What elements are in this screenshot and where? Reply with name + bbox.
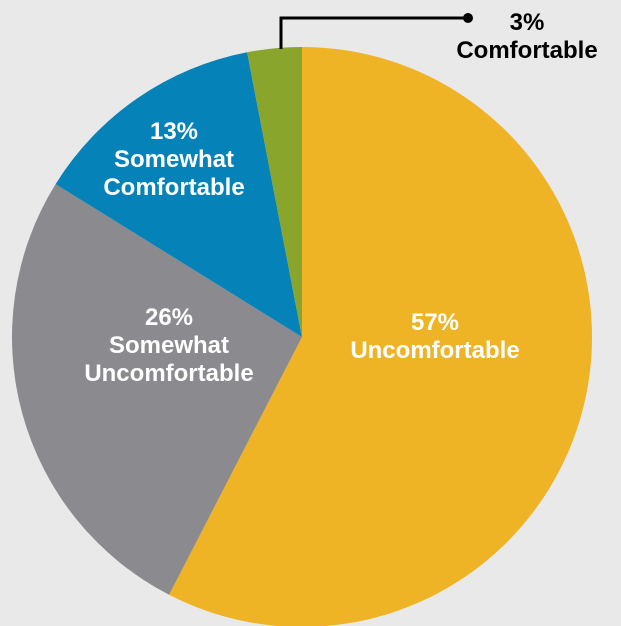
slice-percent-text: 57%	[411, 309, 459, 336]
leader-line-dot	[463, 13, 473, 23]
slice-percent-text: 26%	[145, 304, 193, 331]
slice-category-text: Somewhat	[109, 332, 229, 359]
slice-category-text: Comfortable	[456, 37, 597, 64]
slice-label-comfortable: 3% Comfortable	[456, 9, 597, 64]
slice-category-text: Uncomfortable	[84, 360, 253, 387]
pie-slice-uncomfortable	[169, 47, 592, 626]
slice-label-uncomfortable: 57% Uncomfortable	[350, 309, 519, 364]
slice-percent-text: 3%	[510, 9, 545, 36]
pie-slice-somewhat-uncomfortable	[11, 184, 302, 595]
slice-percent-text: 13%	[150, 118, 198, 145]
slice-category-text: Comfortable	[103, 174, 244, 201]
pie-slices	[11, 47, 592, 626]
leader-line	[279, 16, 468, 49]
pie-slice-comfortable	[247, 47, 302, 337]
slice-category-text: Uncomfortable	[350, 337, 519, 364]
slice-label-somewhat-uncomfortable: 26% Somewhat Uncomfortable	[84, 304, 253, 387]
slice-label-somewhat-comfortable: 13% Somewhat Comfortable	[103, 118, 244, 201]
pie-slice-somewhat-comfortable	[55, 52, 302, 338]
slice-category-text: Somewhat	[114, 146, 234, 173]
